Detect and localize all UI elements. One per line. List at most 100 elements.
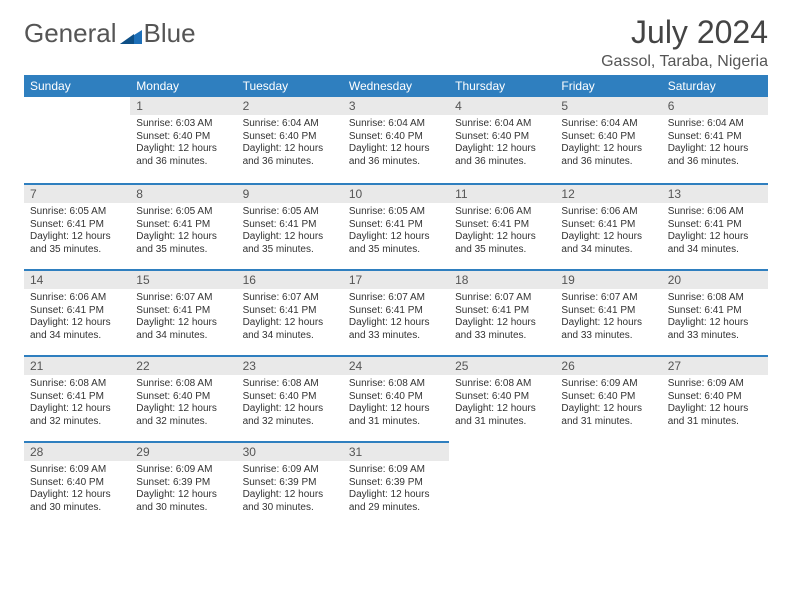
sunrise-line: Sunrise: 6:06 AM [455,206,549,219]
day-number: 21 [24,355,130,375]
sunset-line: Sunset: 6:40 PM [136,391,230,404]
day-body: Sunrise: 6:08 AMSunset: 6:41 PMDaylight:… [662,289,768,348]
daylight-line-1: Daylight: 12 hours [136,489,230,502]
daylight-line-1: Daylight: 12 hours [136,317,230,330]
daylight-line-1: Daylight: 12 hours [668,143,762,156]
calendar-cell [662,441,768,527]
daylight-line-1: Daylight: 12 hours [561,317,655,330]
day-number: 2 [237,97,343,115]
sunrise-line: Sunrise: 6:04 AM [561,118,655,131]
day-number: 1 [130,97,236,115]
day-number: 27 [662,355,768,375]
daylight-line-2: and 34 minutes. [561,244,655,257]
day-body: Sunrise: 6:04 AMSunset: 6:41 PMDaylight:… [662,115,768,174]
daylight-line-1: Daylight: 12 hours [136,143,230,156]
day-body: Sunrise: 6:08 AMSunset: 6:40 PMDaylight:… [237,375,343,434]
col-saturday: Saturday [662,75,768,97]
daylight-line-1: Daylight: 12 hours [30,489,124,502]
day-number: 20 [662,269,768,289]
sunrise-line: Sunrise: 6:08 AM [30,378,124,391]
sunset-line: Sunset: 6:40 PM [455,391,549,404]
daylight-line-1: Daylight: 12 hours [136,231,230,244]
daylight-line-1: Daylight: 12 hours [136,403,230,416]
day-body: Sunrise: 6:04 AMSunset: 6:40 PMDaylight:… [449,115,555,174]
sunset-line: Sunset: 6:41 PM [561,305,655,318]
day-number: 7 [24,183,130,203]
day-body: Sunrise: 6:06 AMSunset: 6:41 PMDaylight:… [449,203,555,262]
sunrise-line: Sunrise: 6:06 AM [30,292,124,305]
col-tuesday: Tuesday [237,75,343,97]
daylight-line-2: and 33 minutes. [455,330,549,343]
sunrise-line: Sunrise: 6:07 AM [349,292,443,305]
sunset-line: Sunset: 6:40 PM [561,131,655,144]
day-number: 6 [662,97,768,115]
day-body: Sunrise: 6:04 AMSunset: 6:40 PMDaylight:… [343,115,449,174]
day-number: 12 [555,183,661,203]
calendar-row: 1Sunrise: 6:03 AMSunset: 6:40 PMDaylight… [24,97,768,183]
day-number: 24 [343,355,449,375]
calendar-cell: 25Sunrise: 6:08 AMSunset: 6:40 PMDayligh… [449,355,555,441]
day-body: Sunrise: 6:08 AMSunset: 6:40 PMDaylight:… [449,375,555,434]
sunrise-line: Sunrise: 6:09 AM [136,464,230,477]
daylight-line-2: and 36 minutes. [243,156,337,169]
sunrise-line: Sunrise: 6:06 AM [561,206,655,219]
brand-logo: General Blue [24,14,196,49]
day-number: 28 [24,441,130,461]
day-body: Sunrise: 6:08 AMSunset: 6:40 PMDaylight:… [343,375,449,434]
calendar-cell: 15Sunrise: 6:07 AMSunset: 6:41 PMDayligh… [130,269,236,355]
calendar-cell [449,441,555,527]
day-body: Sunrise: 6:08 AMSunset: 6:41 PMDaylight:… [24,375,130,434]
sunset-line: Sunset: 6:40 PM [668,391,762,404]
page-title: July 2024 [601,14,768,51]
day-number: 15 [130,269,236,289]
sunrise-line: Sunrise: 6:05 AM [243,206,337,219]
sunrise-line: Sunrise: 6:07 AM [561,292,655,305]
day-number: 19 [555,269,661,289]
sunset-line: Sunset: 6:40 PM [561,391,655,404]
day-body: Sunrise: 6:09 AMSunset: 6:40 PMDaylight:… [662,375,768,434]
sunset-line: Sunset: 6:41 PM [136,219,230,232]
day-number: 17 [343,269,449,289]
day-body: Sunrise: 6:07 AMSunset: 6:41 PMDaylight:… [237,289,343,348]
sunset-line: Sunset: 6:41 PM [561,219,655,232]
day-number: 8 [130,183,236,203]
daylight-line-1: Daylight: 12 hours [455,143,549,156]
day-number: 31 [343,441,449,461]
sunset-line: Sunset: 6:41 PM [136,305,230,318]
sunrise-line: Sunrise: 6:04 AM [455,118,549,131]
daylight-line-1: Daylight: 12 hours [561,231,655,244]
sunrise-line: Sunrise: 6:07 AM [455,292,549,305]
daylight-line-2: and 31 minutes. [668,416,762,429]
sunset-line: Sunset: 6:39 PM [243,477,337,490]
daylight-line-2: and 34 minutes. [30,330,124,343]
sunset-line: Sunset: 6:41 PM [668,219,762,232]
calendar-cell: 8 Sunrise: 6:05 AMSunset: 6:41 PMDaylight… [130,183,236,269]
day-number: 26 [555,355,661,375]
daylight-line-2: and 31 minutes. [455,416,549,429]
calendar-cell: 9Sunrise: 6:05 AMSunset: 6:41 PMDaylight… [237,183,343,269]
day-body: Sunrise: 6:09 AMSunset: 6:40 PMDaylight:… [555,375,661,434]
sunset-line: Sunset: 6:41 PM [30,219,124,232]
sunset-line: Sunset: 6:40 PM [136,131,230,144]
daylight-line-1: Daylight: 12 hours [30,231,124,244]
sunset-line: Sunset: 6:41 PM [668,305,762,318]
daylight-line-2: and 30 minutes. [243,502,337,515]
sunrise-line: Sunrise: 6:09 AM [243,464,337,477]
sunset-line: Sunset: 6:40 PM [30,477,124,490]
calendar-row: 7Sunrise: 6:05 AMSunset: 6:41 PMDaylight… [24,183,768,269]
sunset-line: Sunset: 6:41 PM [455,219,549,232]
sunrise-line: Sunrise: 6:08 AM [349,378,443,391]
sunrise-line: Sunrise: 6:05 AM [30,206,124,219]
sunset-line: Sunset: 6:41 PM [243,305,337,318]
col-friday: Friday [555,75,661,97]
daylight-line-1: Daylight: 12 hours [243,231,337,244]
calendar-cell: 13Sunrise: 6:06 AMSunset: 6:41 PMDayligh… [662,183,768,269]
sunrise-line: Sunrise: 6:03 AM [136,118,230,131]
daylight-line-2: and 33 minutes. [349,330,443,343]
sunset-line: Sunset: 6:41 PM [455,305,549,318]
daylight-line-1: Daylight: 12 hours [455,403,549,416]
brand-word2: Blue [144,18,196,49]
daylight-line-2: and 31 minutes. [561,416,655,429]
calendar-cell: 3Sunrise: 6:04 AMSunset: 6:40 PMDaylight… [343,97,449,183]
sunrise-line: Sunrise: 6:05 AM [136,206,230,219]
